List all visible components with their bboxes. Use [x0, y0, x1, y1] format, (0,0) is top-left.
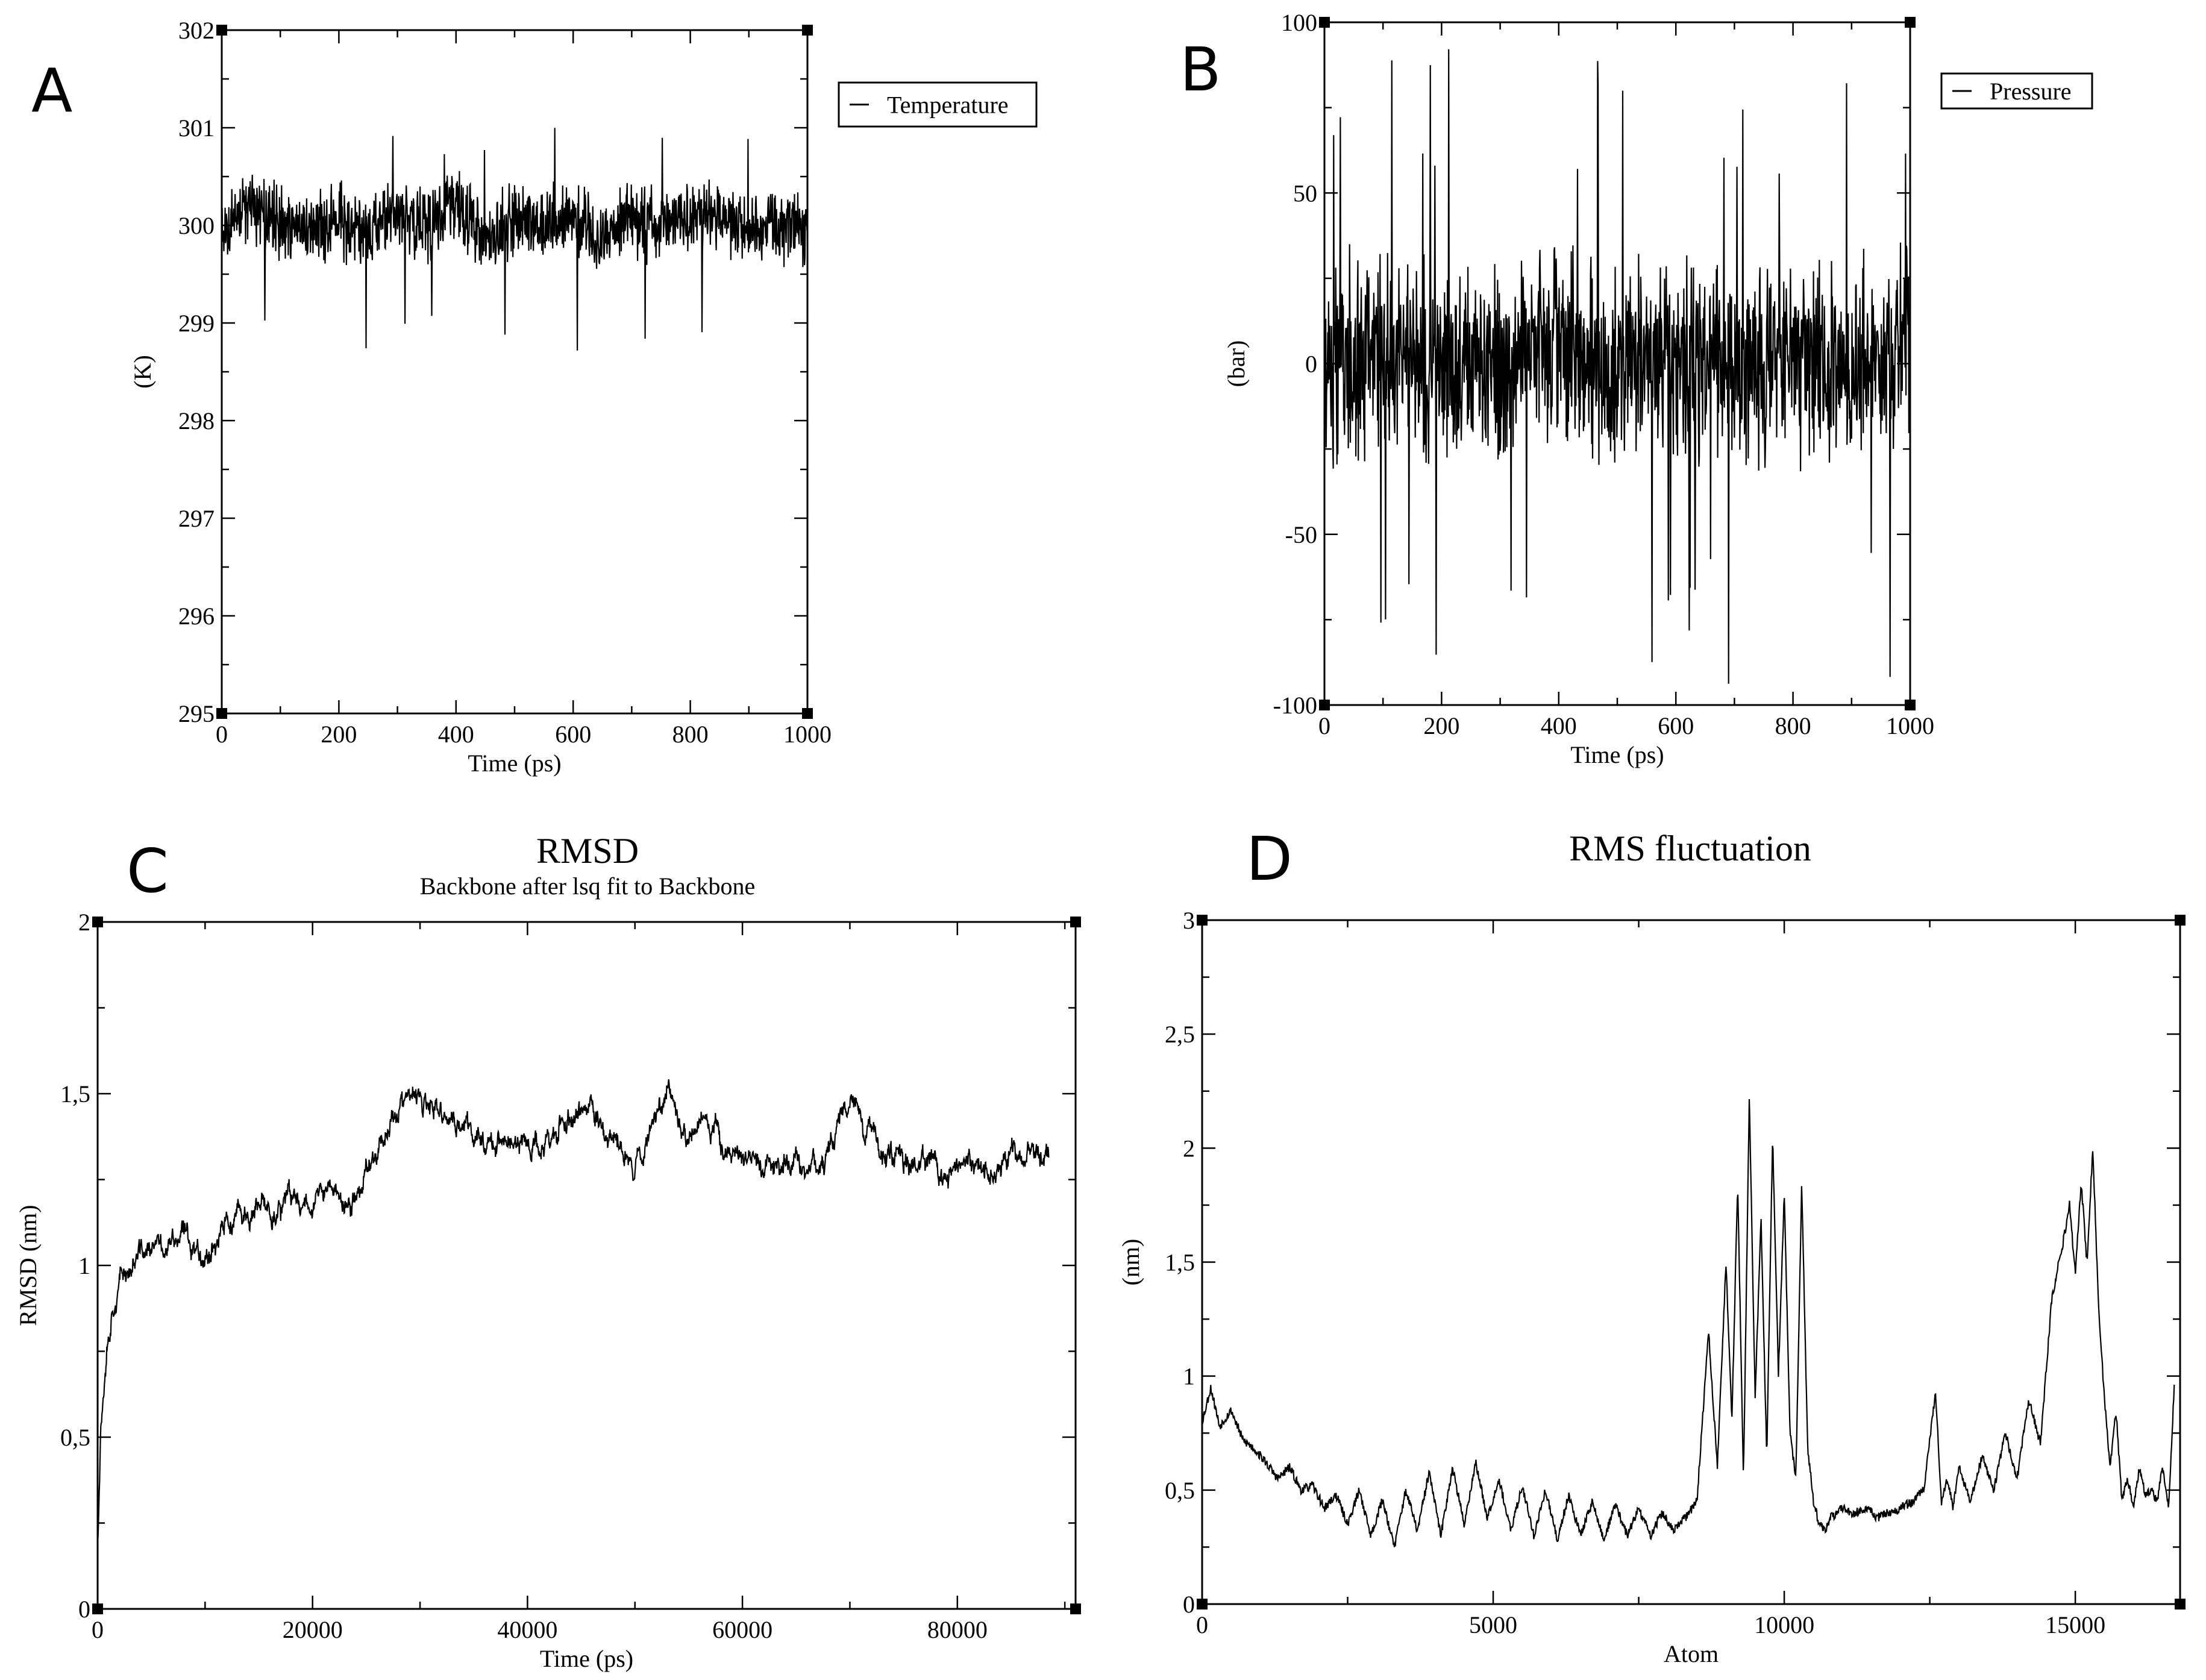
legend: Pressure: [1940, 72, 2093, 110]
x-tick-label: 200: [1423, 712, 1459, 739]
y-axis-label: RMSD (nm): [14, 1205, 42, 1326]
series-line-rmsd: [98, 1079, 1050, 1542]
chart-title: RMS fluctuation: [1569, 829, 1811, 868]
y-tick-label: 0,5: [60, 1424, 90, 1451]
y-tick-label: -50: [1285, 521, 1317, 548]
x-axis-label: Time (ps): [468, 750, 561, 777]
x-axis-label: Time (ps): [540, 1645, 633, 1672]
x-tick-label: 60000: [712, 1616, 772, 1643]
x-tick-label: 0: [1196, 1611, 1208, 1638]
x-tick-label: 15000: [2045, 1611, 2105, 1638]
x-tick-label: 20000: [283, 1616, 343, 1643]
x-tick-label: 80000: [927, 1616, 988, 1643]
chart-subtitle: Backbone after lsq fit to Backbone: [420, 873, 755, 900]
chart-panel-d: D RMS fluctuation 0 5000 10000 15000 0 0,5 1 1,5 2…: [1117, 824, 2186, 1667]
x-tick-label: 800: [1775, 712, 1811, 739]
y-tick-label: 295: [178, 700, 215, 727]
y-tick-label: 50: [1293, 180, 1317, 207]
y-axis-label: (nm): [1117, 1239, 1144, 1286]
plot-frame: [221, 29, 809, 715]
legend-entry: Temperature: [887, 92, 1009, 119]
y-tick-label: 3: [1183, 907, 1195, 934]
y-tick-label: 302: [178, 17, 215, 44]
legend-entry: Pressure: [1990, 78, 2072, 105]
panel-label: B: [1180, 34, 1221, 105]
y-tick-label: 1: [1183, 1363, 1195, 1390]
x-tick-label: 1000: [783, 721, 832, 748]
y-tick-label: 297: [178, 505, 215, 532]
y-tick-label: 2,5: [1165, 1021, 1195, 1048]
x-tick-label: 10000: [1754, 1611, 1814, 1638]
y-tick-label: 0: [1183, 1591, 1195, 1618]
panel-label: C: [127, 836, 169, 906]
x-axis-label: Atom: [1664, 1640, 1719, 1667]
x-tick-label: 0: [92, 1616, 104, 1643]
x-tick-label: 40000: [497, 1616, 557, 1643]
x-tick-label: 1000: [1886, 712, 1934, 739]
x-tick-label: 800: [672, 721, 709, 748]
series-line-rmsf: [1202, 1099, 2175, 1547]
y-tick-label: 2: [78, 909, 90, 936]
plot-frame: [96, 921, 1077, 1610]
series-line-temperature: [222, 128, 807, 351]
chart-panel-b: B 0 200 400 600 800 1000 -100 -50 0 50 100 Time (ps)…: [1180, 9, 2093, 768]
x-tick-label: 600: [555, 721, 591, 748]
series-line-pressure: [1324, 49, 1910, 684]
plot-frame: [1201, 919, 2181, 1605]
y-tick-label: 299: [178, 310, 215, 337]
panel-label: A: [31, 55, 72, 126]
y-tick-label: 2: [1183, 1135, 1195, 1162]
y-tick-label: 0: [1305, 351, 1317, 378]
y-tick-label: -100: [1273, 692, 1317, 719]
y-tick-label: 296: [178, 603, 215, 630]
panel-label: D: [1246, 824, 1293, 894]
x-tick-label: 600: [1658, 712, 1694, 739]
x-tick-label: 400: [1541, 712, 1577, 739]
y-tick-label: 300: [178, 212, 215, 239]
y-tick-label: 301: [178, 114, 215, 142]
x-tick-label: 400: [438, 721, 474, 748]
x-tick-label: 0: [216, 721, 228, 748]
y-tick-label: 100: [1281, 9, 1317, 36]
y-axis-label: (K): [129, 355, 156, 389]
y-tick-label: 298: [178, 407, 215, 434]
y-tick-label: 0,5: [1165, 1477, 1195, 1504]
x-tick-label: 5000: [1469, 1611, 1517, 1638]
chart-panel-a: A 0 200 400 600 800 1000 295 296 297 298 299 300 301 3…: [31, 17, 1038, 777]
y-axis-label: (bar): [1223, 340, 1250, 387]
y-tick-label: 1: [78, 1252, 90, 1279]
chart-title: RMSD: [536, 831, 639, 871]
x-tick-label: 0: [1318, 712, 1330, 739]
legend-box: [838, 81, 1038, 128]
y-tick-label: 1,5: [1165, 1249, 1195, 1276]
y-tick-label: 1,5: [60, 1080, 90, 1108]
legend: Temperature: [838, 81, 1038, 128]
y-tick-label: 0: [78, 1596, 90, 1623]
x-tick-label: 200: [321, 721, 357, 748]
x-axis-label: Time (ps): [1570, 741, 1664, 768]
